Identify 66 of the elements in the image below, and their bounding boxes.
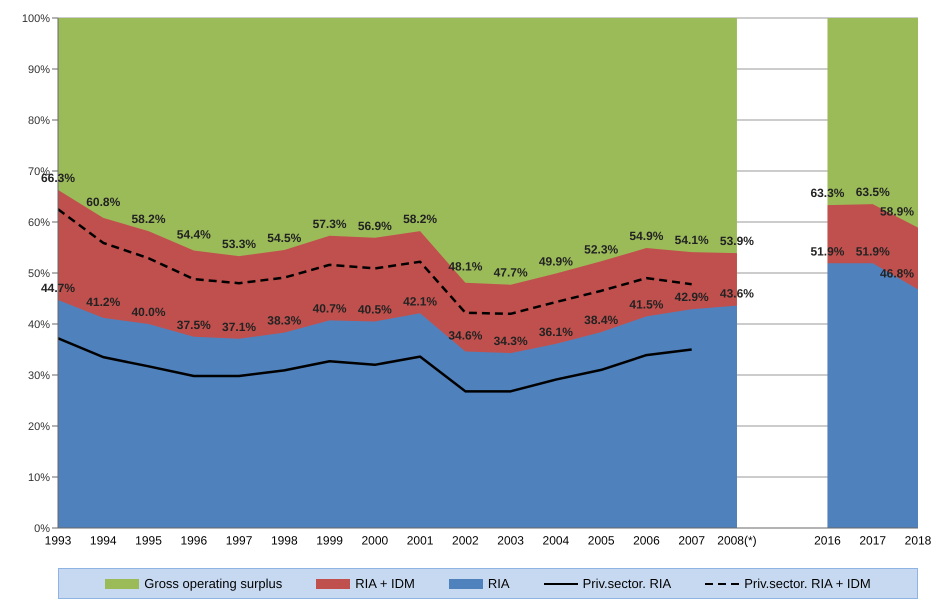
data-label: 54.5% — [267, 231, 302, 246]
x-tick-label: 1999 — [316, 534, 344, 548]
legend-label: Gross operating surplus — [144, 576, 282, 591]
data-label: 56.9% — [358, 218, 392, 233]
data-label: 34.3% — [494, 334, 528, 348]
data-label: 54.9% — [629, 229, 664, 244]
x-tick-label: 2017 — [859, 534, 886, 548]
data-label: 34.6% — [448, 328, 483, 343]
data-label: 36.1% — [538, 324, 574, 339]
data-label: 42.9% — [674, 290, 710, 304]
data-label: 38.3% — [267, 314, 302, 328]
data-label: 40.7% — [312, 301, 347, 316]
data-label: 44.7% — [40, 281, 76, 296]
data-label: 49.9% — [538, 254, 574, 269]
x-tick-label: 2006 — [633, 534, 660, 548]
y-tick-label: 60% — [28, 216, 50, 229]
x-tick-label: 1997 — [226, 534, 253, 548]
data-label: 57.3% — [312, 216, 347, 231]
y-tick-label: 50% — [28, 268, 50, 280]
data-label: 54.1% — [674, 233, 710, 248]
data-label: 42.1% — [403, 294, 438, 308]
data-label: 51.9% — [856, 244, 890, 258]
data-label: 40.0% — [132, 305, 166, 319]
x-tick-label: 2007 — [678, 534, 706, 548]
legend-label: RIA — [488, 576, 510, 591]
y-tick-label: 10% — [28, 472, 50, 484]
data-label: 58.2% — [403, 212, 438, 226]
data-label: 47.7% — [494, 266, 528, 280]
x-tick-label: 2018 — [904, 534, 932, 548]
data-label: 60.8% — [86, 194, 121, 209]
data-label: 52.3% — [584, 242, 618, 256]
data-label: 51.9% — [810, 244, 845, 258]
x-tick-label: 2008(*) — [717, 534, 757, 548]
y-tick-label: 40% — [28, 318, 50, 331]
data-label: 41.2% — [86, 294, 121, 309]
data-label: 53.3% — [222, 237, 256, 252]
data-label: 37.5% — [176, 318, 212, 332]
y-tick-label: 20% — [28, 420, 50, 433]
data-label: 40.5% — [358, 302, 392, 316]
x-tick-label: 1994 — [90, 534, 117, 548]
legend-label: Priv.sector. RIA — [582, 576, 672, 591]
x-tick-label: 1995 — [135, 534, 162, 548]
data-label: 63.5% — [856, 185, 890, 200]
data-label: 54.4% — [176, 228, 212, 242]
x-tick-label: 1998 — [270, 534, 298, 548]
data-label: 58.2% — [132, 212, 166, 226]
x-tick-label: 2016 — [814, 534, 842, 548]
x-tick-label: 1996 — [180, 534, 208, 548]
data-label: 38.4% — [584, 313, 618, 328]
x-tick-label: 2004 — [542, 534, 570, 548]
data-label: 41.5% — [629, 297, 664, 312]
data-label: 37.1% — [222, 320, 256, 334]
y-tick-label: 0% — [34, 522, 50, 535]
legend-label: RIA + IDM — [355, 576, 415, 591]
y-tick-label: 30% — [28, 370, 50, 382]
data-label: 63.3% — [810, 186, 845, 200]
legend-label: Priv.sector. RIA + IDM — [744, 576, 871, 591]
x-tick-label: 1993 — [44, 534, 72, 548]
y-tick-label: 80% — [28, 114, 50, 127]
y-tick-label: 90% — [28, 64, 50, 76]
x-tick-label: 2005 — [588, 534, 615, 548]
x-tick-label: 2000 — [361, 534, 389, 548]
y-tick-label: 100% — [22, 12, 50, 25]
x-tick-label: 2002 — [452, 534, 480, 548]
x-tick-label: 2003 — [497, 534, 524, 548]
x-tick-label: 2001 — [406, 534, 434, 548]
